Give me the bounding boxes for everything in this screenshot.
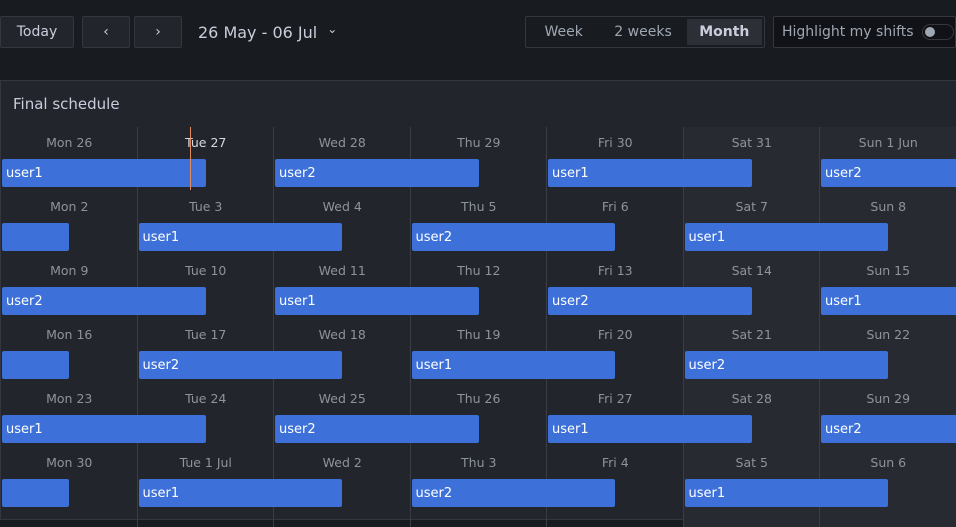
day-column: [683, 127, 820, 527]
day-label: Wed 28: [318, 135, 366, 150]
day-label: Fri 30: [597, 135, 633, 150]
shift-bar[interactable]: user2: [821, 415, 956, 443]
shift-bar[interactable]: user1: [821, 287, 956, 315]
shift-bar[interactable]: user1: [2, 415, 206, 443]
day-label: Mon 26: [46, 135, 93, 150]
day-label: Sat 5: [735, 455, 768, 470]
shift-bar[interactable]: user1: [684, 479, 889, 507]
day-label: Mon 9: [50, 263, 89, 278]
day-column: [820, 127, 956, 527]
day-column: [274, 127, 411, 527]
day-label: Wed 4: [322, 199, 362, 214]
shift-bar[interactable]: [2, 223, 70, 251]
shift-bar[interactable]: user2: [411, 479, 616, 507]
shift-bar[interactable]: user2: [2, 287, 206, 315]
shift-bar[interactable]: user1: [684, 223, 889, 251]
day-label: Sat 28: [731, 391, 772, 406]
day-label: Thu 3: [461, 455, 497, 470]
highlight-label: Highlight my shifts: [782, 24, 914, 40]
day-label: Sat 31: [731, 135, 772, 150]
day-label: Sun 15: [866, 263, 911, 278]
highlight-toggle[interactable]: [921, 24, 954, 40]
day-label: Tue 24: [185, 391, 227, 406]
shift-bar[interactable]: user1: [138, 223, 343, 251]
chevron-right-icon: ›: [155, 24, 161, 40]
shift-bar[interactable]: user1: [138, 479, 343, 507]
day-label: Tue 10: [185, 263, 227, 278]
day-label: Wed 2: [322, 455, 362, 470]
view-switcher: Week 2 weeks Month: [525, 16, 765, 48]
day-label: Mon 16: [46, 327, 93, 342]
shift-bar[interactable]: user2: [548, 287, 752, 315]
day-column: [1, 127, 138, 527]
day-label: Sat 7: [735, 199, 768, 214]
day-label: Mon 2: [50, 199, 89, 214]
day-label: Tue 3: [189, 199, 223, 214]
shift-bar[interactable]: user2: [138, 351, 343, 379]
shift-bar[interactable]: user2: [275, 159, 479, 187]
date-range-picker[interactable]: 26 May - 06 Jul ⌄: [198, 16, 337, 48]
day-column: [138, 127, 274, 527]
highlight-my-shifts: Highlight my shifts: [773, 16, 956, 48]
day-label: Thu 19: [457, 327, 501, 342]
day-label: Sun 6: [870, 455, 907, 470]
view-week[interactable]: Week: [544, 24, 583, 40]
today-button[interactable]: Today: [0, 16, 74, 48]
next-button[interactable]: ›: [134, 16, 182, 48]
day-label: Thu 29: [457, 135, 501, 150]
day-label: Fri 6: [601, 199, 629, 214]
shift-bar[interactable]: [2, 351, 70, 379]
day-label: Sun 29: [866, 391, 911, 406]
day-column: [547, 127, 684, 527]
shift-bar[interactable]: user1: [411, 351, 616, 379]
schedule-panel: Final schedule Mon 26 Tue 27 Wed 28 Thu 29 F…: [0, 80, 956, 527]
view-2-weeks[interactable]: 2 weeks: [614, 24, 672, 40]
shift-bar[interactable]: user1: [2, 159, 206, 187]
day-label: Mon 30: [46, 455, 93, 470]
current-time-line: [190, 127, 191, 190]
shift-bar[interactable]: user2: [821, 159, 956, 187]
day-label: Thu 5: [461, 199, 497, 214]
panel-title: Final schedule: [13, 95, 120, 113]
day-label: Wed 11: [318, 263, 366, 278]
day-column: [411, 127, 547, 527]
previous-button[interactable]: ‹: [82, 16, 130, 48]
chevron-down-icon: ⌄: [327, 22, 338, 36]
day-label: Thu 12: [457, 263, 501, 278]
day-label: Wed 18: [318, 327, 366, 342]
day-label: Thu 26: [457, 391, 501, 406]
day-label: Wed 25: [318, 391, 366, 406]
shift-bar[interactable]: user2: [684, 351, 889, 379]
shift-bar[interactable]: user1: [548, 159, 752, 187]
day-label: Sat 21: [731, 327, 772, 342]
day-label: Fri 20: [597, 327, 633, 342]
day-label: Fri 4: [601, 455, 629, 470]
shift-bar[interactable]: user2: [411, 223, 616, 251]
view-month[interactable]: Month: [686, 19, 762, 45]
day-label: Fri 13: [597, 263, 633, 278]
day-label: Tue 17: [185, 327, 227, 342]
day-label: Tue 27: [185, 135, 227, 150]
shift-bar[interactable]: user2: [275, 415, 479, 443]
day-label: Sun 1 Jun: [858, 135, 918, 150]
date-range-label: 26 May - 06 Jul: [198, 22, 318, 42]
day-label: Sun 8: [870, 199, 907, 214]
day-label: Sun 22: [866, 327, 911, 342]
day-label: Fri 27: [597, 391, 633, 406]
shift-bar[interactable]: user1: [275, 287, 479, 315]
day-label: Tue 1 Jul: [179, 455, 232, 470]
day-label: Mon 23: [46, 391, 93, 406]
day-label: Sat 14: [731, 263, 772, 278]
month-grid: Mon 26 Tue 27 Wed 28 Thu 29 Fri 30 Sat 31 Sun …: [1, 127, 956, 527]
shift-bar[interactable]: user1: [548, 415, 752, 443]
shift-bar[interactable]: [2, 479, 70, 507]
chevron-left-icon: ‹: [103, 24, 109, 40]
